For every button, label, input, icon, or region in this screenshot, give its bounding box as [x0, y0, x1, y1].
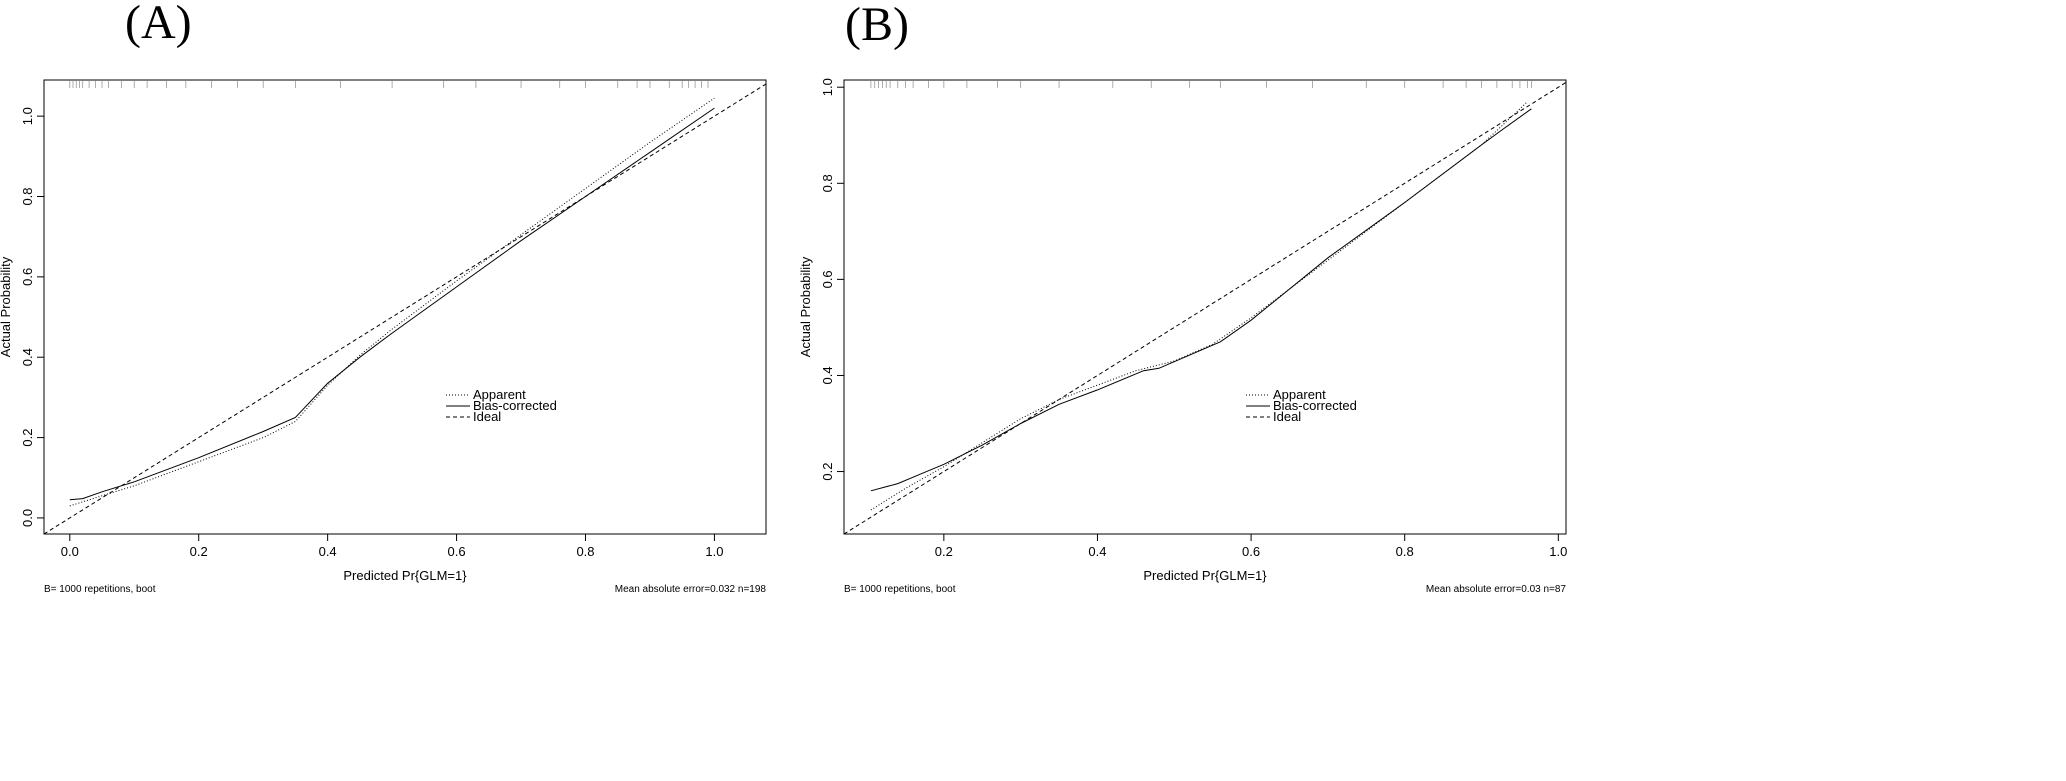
- legend-label-bias-corrected: Bias-corrected: [1273, 398, 1357, 413]
- y-axis-label: Actual Probability: [0, 256, 13, 357]
- y-axis-ticks: 0.2 0.4 0.6 0.8 1.0: [820, 78, 844, 481]
- x-tick-label: 0.6: [448, 544, 466, 559]
- y-tick-label: 0.6: [820, 270, 835, 288]
- legend-label-ideal: Ideal: [1273, 409, 1301, 424]
- series-lines: [44, 83, 766, 534]
- y-tick-label: 0.4: [20, 348, 35, 366]
- x-tick-label: 0.2: [935, 544, 953, 559]
- plot-frame: [843, 79, 1567, 535]
- legend-label-bias-corrected: Bias-corrected: [473, 398, 557, 413]
- series-line-apparent: [870, 101, 1528, 511]
- footer-right: Mean absolute error=0.03 n=87: [1426, 584, 1567, 595]
- panel-label: (A): [125, 0, 192, 49]
- series-line-apparent: [69, 97, 715, 507]
- y-tick-label: 1.0: [820, 78, 835, 96]
- y-tick-label: 0.0: [20, 509, 35, 527]
- series-line-ideal: [44, 83, 766, 534]
- footer-left: B= 1000 repetitions, boot: [844, 584, 956, 595]
- x-axis-ticks: 0.2 0.4 0.6 0.8 1.0: [935, 534, 1567, 559]
- x-tick-label: 1.0: [1549, 544, 1567, 559]
- legend-label-apparent: Apparent: [473, 387, 526, 402]
- legend: Apparent Bias-corrected Ideal: [1246, 387, 1357, 424]
- y-tick-label: 0.8: [20, 187, 35, 205]
- x-tick-label: 0.2: [190, 544, 208, 559]
- series-line-ideal: [844, 81, 1566, 534]
- calibration-panel-a: (A) 0.0 0.2 0.4 0.6 0.8 1.0 0.0 0.2 0.4 0.6 0.8 1.…: [0, 0, 767, 595]
- x-axis-ticks: 0.0 0.2 0.4 0.6 0.8 1.0: [61, 534, 723, 559]
- legend-label-apparent: Apparent: [1273, 387, 1326, 402]
- plot-frame: [43, 79, 767, 535]
- y-tick-label: 0.8: [820, 174, 835, 192]
- x-tick-label: 0.8: [576, 544, 594, 559]
- footer-right: Mean absolute error=0.032 n=198: [615, 584, 767, 595]
- x-axis-label: Predicted Pr{GLM=1}: [1143, 568, 1267, 583]
- y-tick-label: 0.4: [820, 366, 835, 384]
- calibration-panel-b: (B) 0.2 0.4 0.6 0.8 1.0 0.2 0.4 0.6 0.8 1.0 Pred…: [798, 0, 1567, 595]
- series-lines: [844, 81, 1566, 534]
- x-tick-label: 0.4: [319, 544, 337, 559]
- panel-label: (B): [845, 0, 909, 51]
- x-tick-label: 0.0: [61, 544, 79, 559]
- rug-marks: [69, 81, 709, 88]
- series-line-bias-corrected: [69, 107, 715, 501]
- legend: Apparent Bias-corrected Ideal: [446, 387, 557, 424]
- y-axis-ticks: 0.0 0.2 0.4 0.6 0.8 1.0: [20, 107, 44, 527]
- x-axis-label: Predicted Pr{GLM=1}: [343, 568, 467, 583]
- x-tick-label: 0.6: [1242, 544, 1260, 559]
- y-axis-label: Actual Probability: [798, 256, 813, 357]
- x-tick-label: 0.8: [1396, 544, 1414, 559]
- x-tick-label: 0.4: [1088, 544, 1106, 559]
- x-tick-label: 1.0: [705, 544, 723, 559]
- legend-label-ideal: Ideal: [473, 409, 501, 424]
- y-tick-label: 0.6: [20, 268, 35, 286]
- footer-left: B= 1000 repetitions, boot: [44, 584, 156, 595]
- rug-marks: [870, 81, 1532, 88]
- y-tick-label: 0.2: [20, 429, 35, 447]
- y-tick-label: 1.0: [20, 107, 35, 125]
- y-tick-label: 0.2: [820, 463, 835, 481]
- series-line-bias-corrected: [870, 108, 1532, 492]
